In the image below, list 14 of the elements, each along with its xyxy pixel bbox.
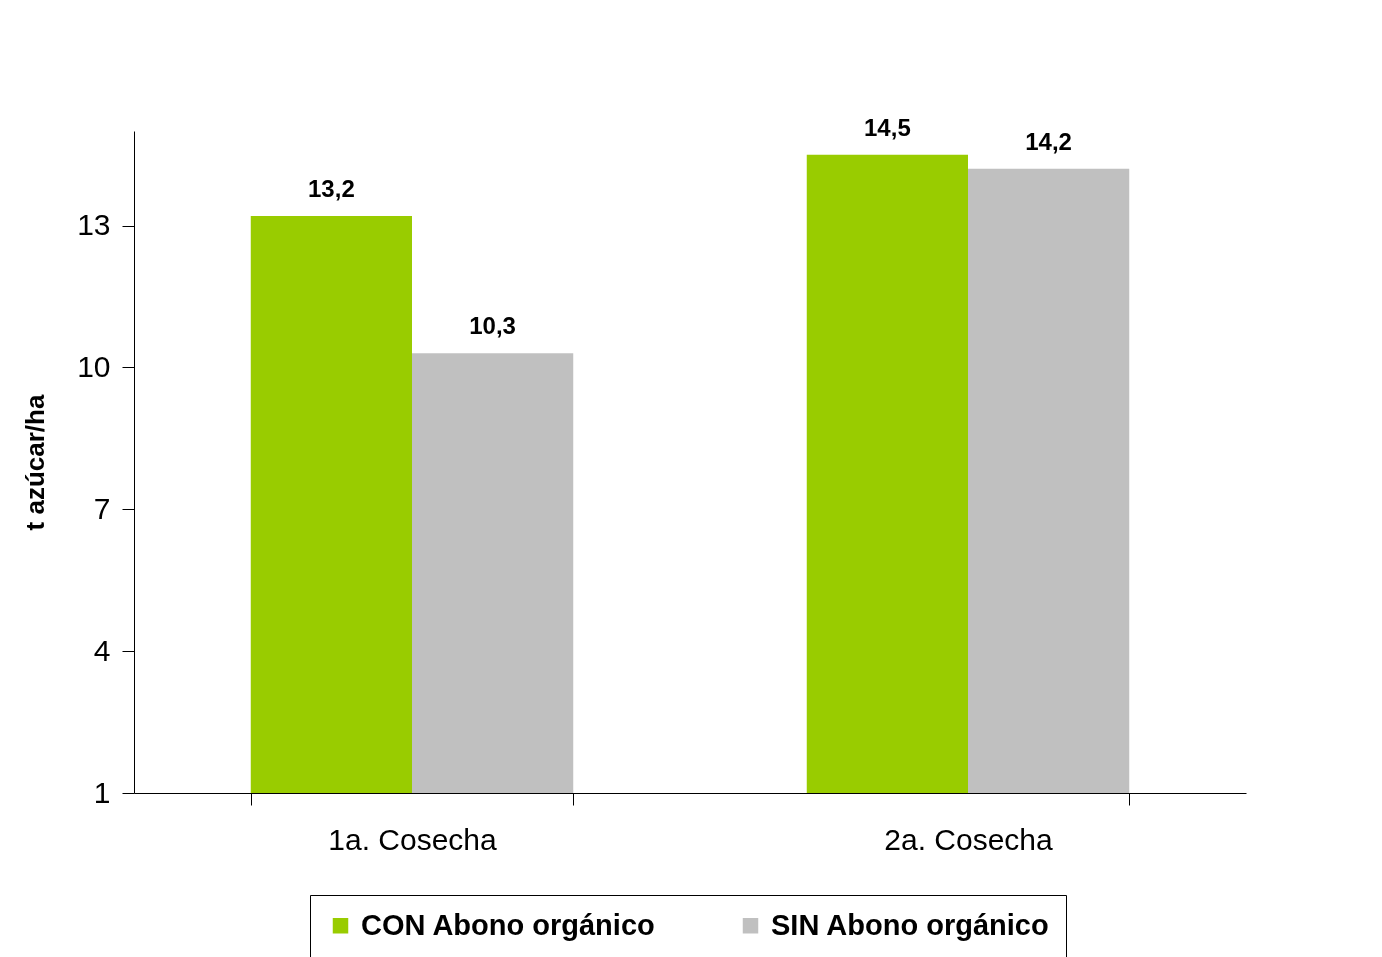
y-tick-label: 4 bbox=[93, 633, 111, 667]
x-tick-label: 1a. Cosecha bbox=[328, 822, 498, 856]
legend-label: SIN Abono orgánico bbox=[771, 908, 1049, 941]
data-label: 10,3 bbox=[469, 312, 516, 340]
y-tick-label: 10 bbox=[77, 349, 111, 383]
data-label: 13,2 bbox=[308, 175, 355, 203]
data-label: 14,5 bbox=[864, 113, 911, 141]
y-axis-title: t azúcar/ha bbox=[20, 394, 51, 531]
y-tick-label: 13 bbox=[77, 208, 111, 242]
data-label: 14,2 bbox=[1025, 127, 1072, 155]
y-tick-label: 1 bbox=[93, 775, 111, 809]
y-tick-label: 7 bbox=[93, 491, 111, 525]
x-tick-label: 2a. Cosecha bbox=[884, 822, 1054, 856]
legend-label: CON Abono orgánico bbox=[361, 908, 655, 941]
